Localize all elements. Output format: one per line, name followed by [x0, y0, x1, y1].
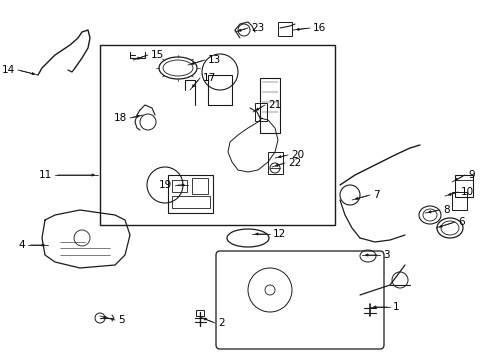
- Text: 9: 9: [468, 170, 475, 180]
- Text: 13: 13: [208, 55, 221, 65]
- Text: 12: 12: [273, 229, 286, 239]
- Bar: [455, 175, 473, 197]
- Text: 2: 2: [218, 318, 224, 328]
- Text: 20: 20: [291, 150, 304, 160]
- Text: 3: 3: [383, 250, 390, 260]
- Text: 8: 8: [443, 205, 450, 215]
- Bar: [268, 152, 283, 174]
- Text: 15: 15: [151, 50, 164, 60]
- Text: 18: 18: [114, 113, 127, 123]
- Bar: [196, 310, 204, 316]
- Text: 1: 1: [393, 302, 400, 312]
- Bar: [100, 45, 335, 225]
- Bar: [452, 192, 467, 210]
- Bar: [172, 196, 210, 208]
- Bar: [208, 75, 232, 105]
- Text: 10: 10: [461, 187, 474, 197]
- Text: 11: 11: [39, 170, 52, 180]
- Bar: [192, 178, 208, 194]
- Text: 5: 5: [118, 315, 124, 325]
- Text: 22: 22: [288, 158, 301, 168]
- Text: 21: 21: [268, 100, 281, 110]
- Bar: [278, 22, 292, 36]
- Bar: [260, 78, 280, 133]
- Text: 19: 19: [159, 180, 172, 190]
- Bar: [255, 103, 267, 121]
- Text: 7: 7: [373, 190, 380, 200]
- Bar: [168, 175, 213, 213]
- Text: 14: 14: [2, 65, 15, 75]
- Text: 6: 6: [458, 217, 465, 227]
- Text: 4: 4: [19, 240, 25, 250]
- Text: 17: 17: [203, 73, 216, 83]
- Bar: [172, 180, 187, 192]
- Text: 23: 23: [251, 23, 264, 33]
- Text: 16: 16: [313, 23, 326, 33]
